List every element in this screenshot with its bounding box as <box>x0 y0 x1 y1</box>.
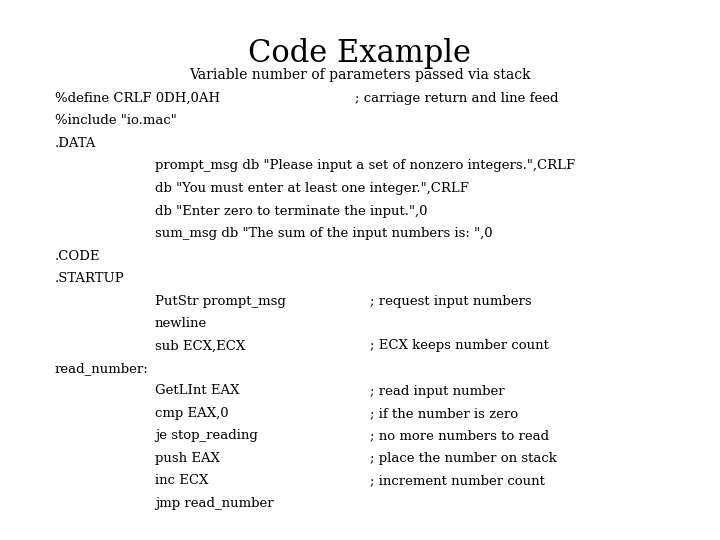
Text: ; place the number on stack: ; place the number on stack <box>370 452 557 465</box>
Text: je stop_reading: je stop_reading <box>155 429 258 442</box>
Text: jmp read_number: jmp read_number <box>155 497 274 510</box>
Text: .STARTUP: .STARTUP <box>55 272 125 285</box>
Text: db "Enter zero to terminate the input.",0: db "Enter zero to terminate the input.",… <box>155 205 428 218</box>
Text: ; ECX keeps number count: ; ECX keeps number count <box>370 340 549 353</box>
Text: read_number:: read_number: <box>55 362 149 375</box>
Text: ; no more numbers to read: ; no more numbers to read <box>370 429 549 442</box>
Text: sum_msg db "The sum of the input numbers is: ",0: sum_msg db "The sum of the input numbers… <box>155 227 492 240</box>
Text: ; increment number count: ; increment number count <box>370 475 545 488</box>
Text: ; carriage return and line feed: ; carriage return and line feed <box>355 92 559 105</box>
Text: GetLInt EAX: GetLInt EAX <box>155 384 240 397</box>
Text: Code Example: Code Example <box>248 38 472 69</box>
Text: db "You must enter at least one integer.",CRLF: db "You must enter at least one integer.… <box>155 182 469 195</box>
Text: newline: newline <box>155 317 207 330</box>
Text: %include "io.mac": %include "io.mac" <box>55 114 176 127</box>
Text: ; if the number is zero: ; if the number is zero <box>370 407 518 420</box>
Text: Variable number of parameters passed via stack: Variable number of parameters passed via… <box>189 68 531 82</box>
Text: %define CRLF 0DH,0AH: %define CRLF 0DH,0AH <box>55 92 220 105</box>
Text: ; read input number: ; read input number <box>370 384 505 397</box>
Text: push EAX: push EAX <box>155 452 220 465</box>
Text: cmp EAX,0: cmp EAX,0 <box>155 407 229 420</box>
Text: ; request input numbers: ; request input numbers <box>370 294 531 307</box>
Text: .DATA: .DATA <box>55 137 96 150</box>
Text: .CODE: .CODE <box>55 249 101 262</box>
Text: PutStr prompt_msg: PutStr prompt_msg <box>155 294 286 307</box>
Text: prompt_msg db "Please input a set of nonzero integers.",CRLF: prompt_msg db "Please input a set of non… <box>155 159 575 172</box>
Text: inc ECX: inc ECX <box>155 475 208 488</box>
Text: sub ECX,ECX: sub ECX,ECX <box>155 340 246 353</box>
